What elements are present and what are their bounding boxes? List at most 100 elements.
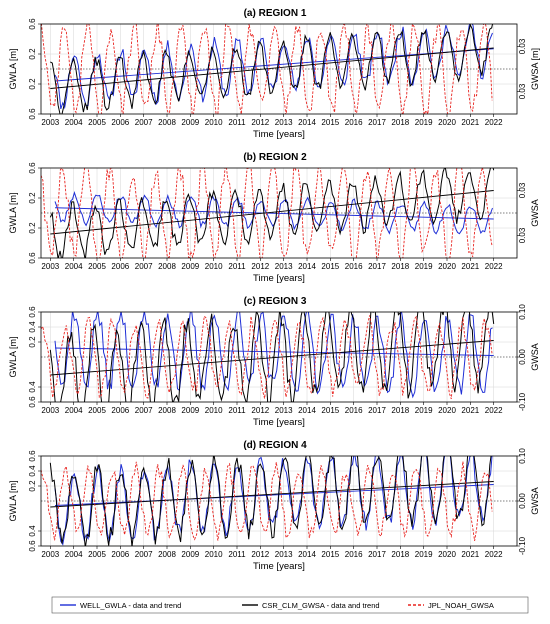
x-tick-label: 2015 bbox=[321, 550, 339, 559]
x-tick-label: 2015 bbox=[321, 262, 339, 271]
x-tick-label: 2019 bbox=[415, 118, 433, 127]
x-tick-label: 2010 bbox=[205, 262, 223, 271]
x-tick-label: 2017 bbox=[368, 406, 386, 415]
y2-axis-label: GWSA bbox=[530, 343, 540, 371]
x-tick-label: 2016 bbox=[345, 550, 363, 559]
x-tick-label: 2021 bbox=[461, 550, 479, 559]
series-csr-line bbox=[49, 312, 495, 402]
y2-tick-label: 0.00 bbox=[518, 493, 527, 509]
x-tick-label: 2019 bbox=[415, 406, 433, 415]
x-tick-label: 2013 bbox=[275, 118, 293, 127]
y-tick-label: 0.4 bbox=[28, 321, 37, 333]
y-tick-label: 0.4 bbox=[28, 525, 37, 537]
x-tick-label: 2011 bbox=[228, 406, 246, 415]
panel-title: (a) REGION 1 bbox=[244, 8, 307, 19]
y-tick-label: 0.4 bbox=[28, 465, 37, 477]
series-jpl-line bbox=[41, 168, 493, 258]
series-jpl-line bbox=[41, 315, 493, 400]
y2-tick-label: -0.10 bbox=[518, 392, 527, 411]
x-axis-label: Time [years] bbox=[253, 273, 305, 284]
series-jpl-line bbox=[41, 461, 493, 541]
series-group bbox=[41, 456, 494, 546]
y-axis-label: GWLA [m] bbox=[8, 48, 18, 89]
x-tick-label: 2006 bbox=[111, 550, 129, 559]
y-axis-label: GWLA [m] bbox=[8, 336, 18, 377]
y-tick-label: 0.2 bbox=[28, 222, 37, 234]
series-group bbox=[41, 312, 495, 402]
x-tick-label: 2009 bbox=[181, 406, 199, 415]
x-tick-label: 2020 bbox=[438, 406, 456, 415]
x-tick-label: 2004 bbox=[65, 118, 83, 127]
x-tick-label: 2018 bbox=[391, 262, 409, 271]
x-tick-label: 2006 bbox=[111, 406, 129, 415]
y-tick-label: 0.4 bbox=[28, 381, 37, 393]
panels: (a) REGION 1 2003 2004 2005 2006 2007 2008 2009… bbox=[8, 8, 540, 572]
x-tick-label: 2018 bbox=[391, 406, 409, 415]
series-csr-trend bbox=[50, 190, 494, 235]
x-tick-label: 2019 bbox=[415, 262, 433, 271]
legend-well-label: WELL_GWLA - data and trend bbox=[80, 601, 181, 610]
panel-title: (c) REGION 3 bbox=[244, 296, 307, 307]
y-tick-label: 0.2 bbox=[28, 480, 37, 492]
legend-box bbox=[51, 596, 529, 614]
x-tick-label: 2011 bbox=[228, 262, 246, 271]
y-tick-label: 0.6 bbox=[28, 450, 37, 462]
legend-jpl-label: JPL_NOAH_GWSA bbox=[428, 601, 494, 610]
x-tick-label: 2004 bbox=[65, 406, 83, 415]
panel-title: (d) REGION 4 bbox=[243, 440, 307, 451]
x-tick-label: 2018 bbox=[391, 550, 409, 559]
x-tick-label: 2007 bbox=[135, 406, 153, 415]
series-group bbox=[41, 24, 494, 114]
x-tick-label: 2021 bbox=[461, 118, 479, 127]
y-axis-label: GWLA [m] bbox=[8, 480, 18, 521]
plot-frame bbox=[40, 23, 518, 115]
y-tick-label: 0.6 bbox=[28, 540, 37, 552]
y2-tick-label: 0.03 bbox=[518, 83, 527, 99]
x-tick-label: 2007 bbox=[135, 262, 153, 271]
x-tick-label: 2020 bbox=[438, 262, 456, 271]
x-tick-label: 2003 bbox=[41, 406, 59, 415]
x-tick-label: 2013 bbox=[275, 550, 293, 559]
x-tick-label: 2007 bbox=[135, 118, 153, 127]
x-tick-label: 2022 bbox=[485, 406, 503, 415]
series-group bbox=[41, 168, 495, 258]
x-tick-label: 2012 bbox=[251, 118, 269, 127]
x-tick-label: 2010 bbox=[205, 406, 223, 415]
panel-3: (c) REGION 3 2003 2004 2005 2006 2007 2008 2009… bbox=[8, 296, 540, 428]
x-tick-label: 2022 bbox=[485, 262, 503, 271]
series-well-trend bbox=[54, 484, 494, 506]
x-tick-label: 2022 bbox=[485, 118, 503, 127]
x-tick-label: 2018 bbox=[391, 118, 409, 127]
y-axis-label: GWLA [m] bbox=[8, 192, 18, 233]
y2-tick-label: 0.10 bbox=[518, 304, 527, 320]
x-tick-label: 2005 bbox=[88, 406, 106, 415]
y-tick-label: 0.6 bbox=[28, 306, 37, 318]
y2-tick-label: 0.03 bbox=[518, 182, 527, 198]
x-axis-label: Time [years] bbox=[253, 129, 305, 140]
y-tick-label: 0.6 bbox=[28, 162, 37, 174]
x-tick-label: 2011 bbox=[228, 550, 246, 559]
panel-2: (b) REGION 2 2003 2004 2005 2006 2007 2008 2009… bbox=[8, 152, 540, 284]
x-tick-label: 2005 bbox=[88, 118, 106, 127]
x-tick-label: 2006 bbox=[111, 262, 129, 271]
x-tick-label: 2013 bbox=[275, 406, 293, 415]
plot-frame bbox=[40, 167, 518, 259]
x-tick-label: 2010 bbox=[205, 550, 223, 559]
y2-tick-label: 0.00 bbox=[518, 349, 527, 365]
x-tick-label: 2020 bbox=[438, 550, 456, 559]
x-tick-label: 2016 bbox=[345, 406, 363, 415]
x-tick-label: 2004 bbox=[65, 262, 83, 271]
series-csr-trend bbox=[50, 340, 494, 376]
series-well-trend bbox=[54, 48, 494, 82]
x-tick-label: 2008 bbox=[158, 406, 176, 415]
y-tick-label: 0.2 bbox=[28, 336, 37, 348]
x-tick-label: 2009 bbox=[181, 262, 199, 271]
y-tick-label: 0.6 bbox=[28, 252, 37, 264]
y-tick-label: 0.6 bbox=[28, 18, 37, 30]
y2-tick-label: -0.10 bbox=[518, 536, 527, 555]
y2-axis-label: GWSA [m] bbox=[530, 48, 540, 90]
series-well-line bbox=[54, 312, 493, 399]
legend: WELL_GWLA - data and trend CSR_CLM_GWSA … bbox=[51, 596, 529, 614]
y-tick-label: 0.2 bbox=[28, 78, 37, 90]
y2-axis-label: GWSA bbox=[530, 199, 540, 227]
